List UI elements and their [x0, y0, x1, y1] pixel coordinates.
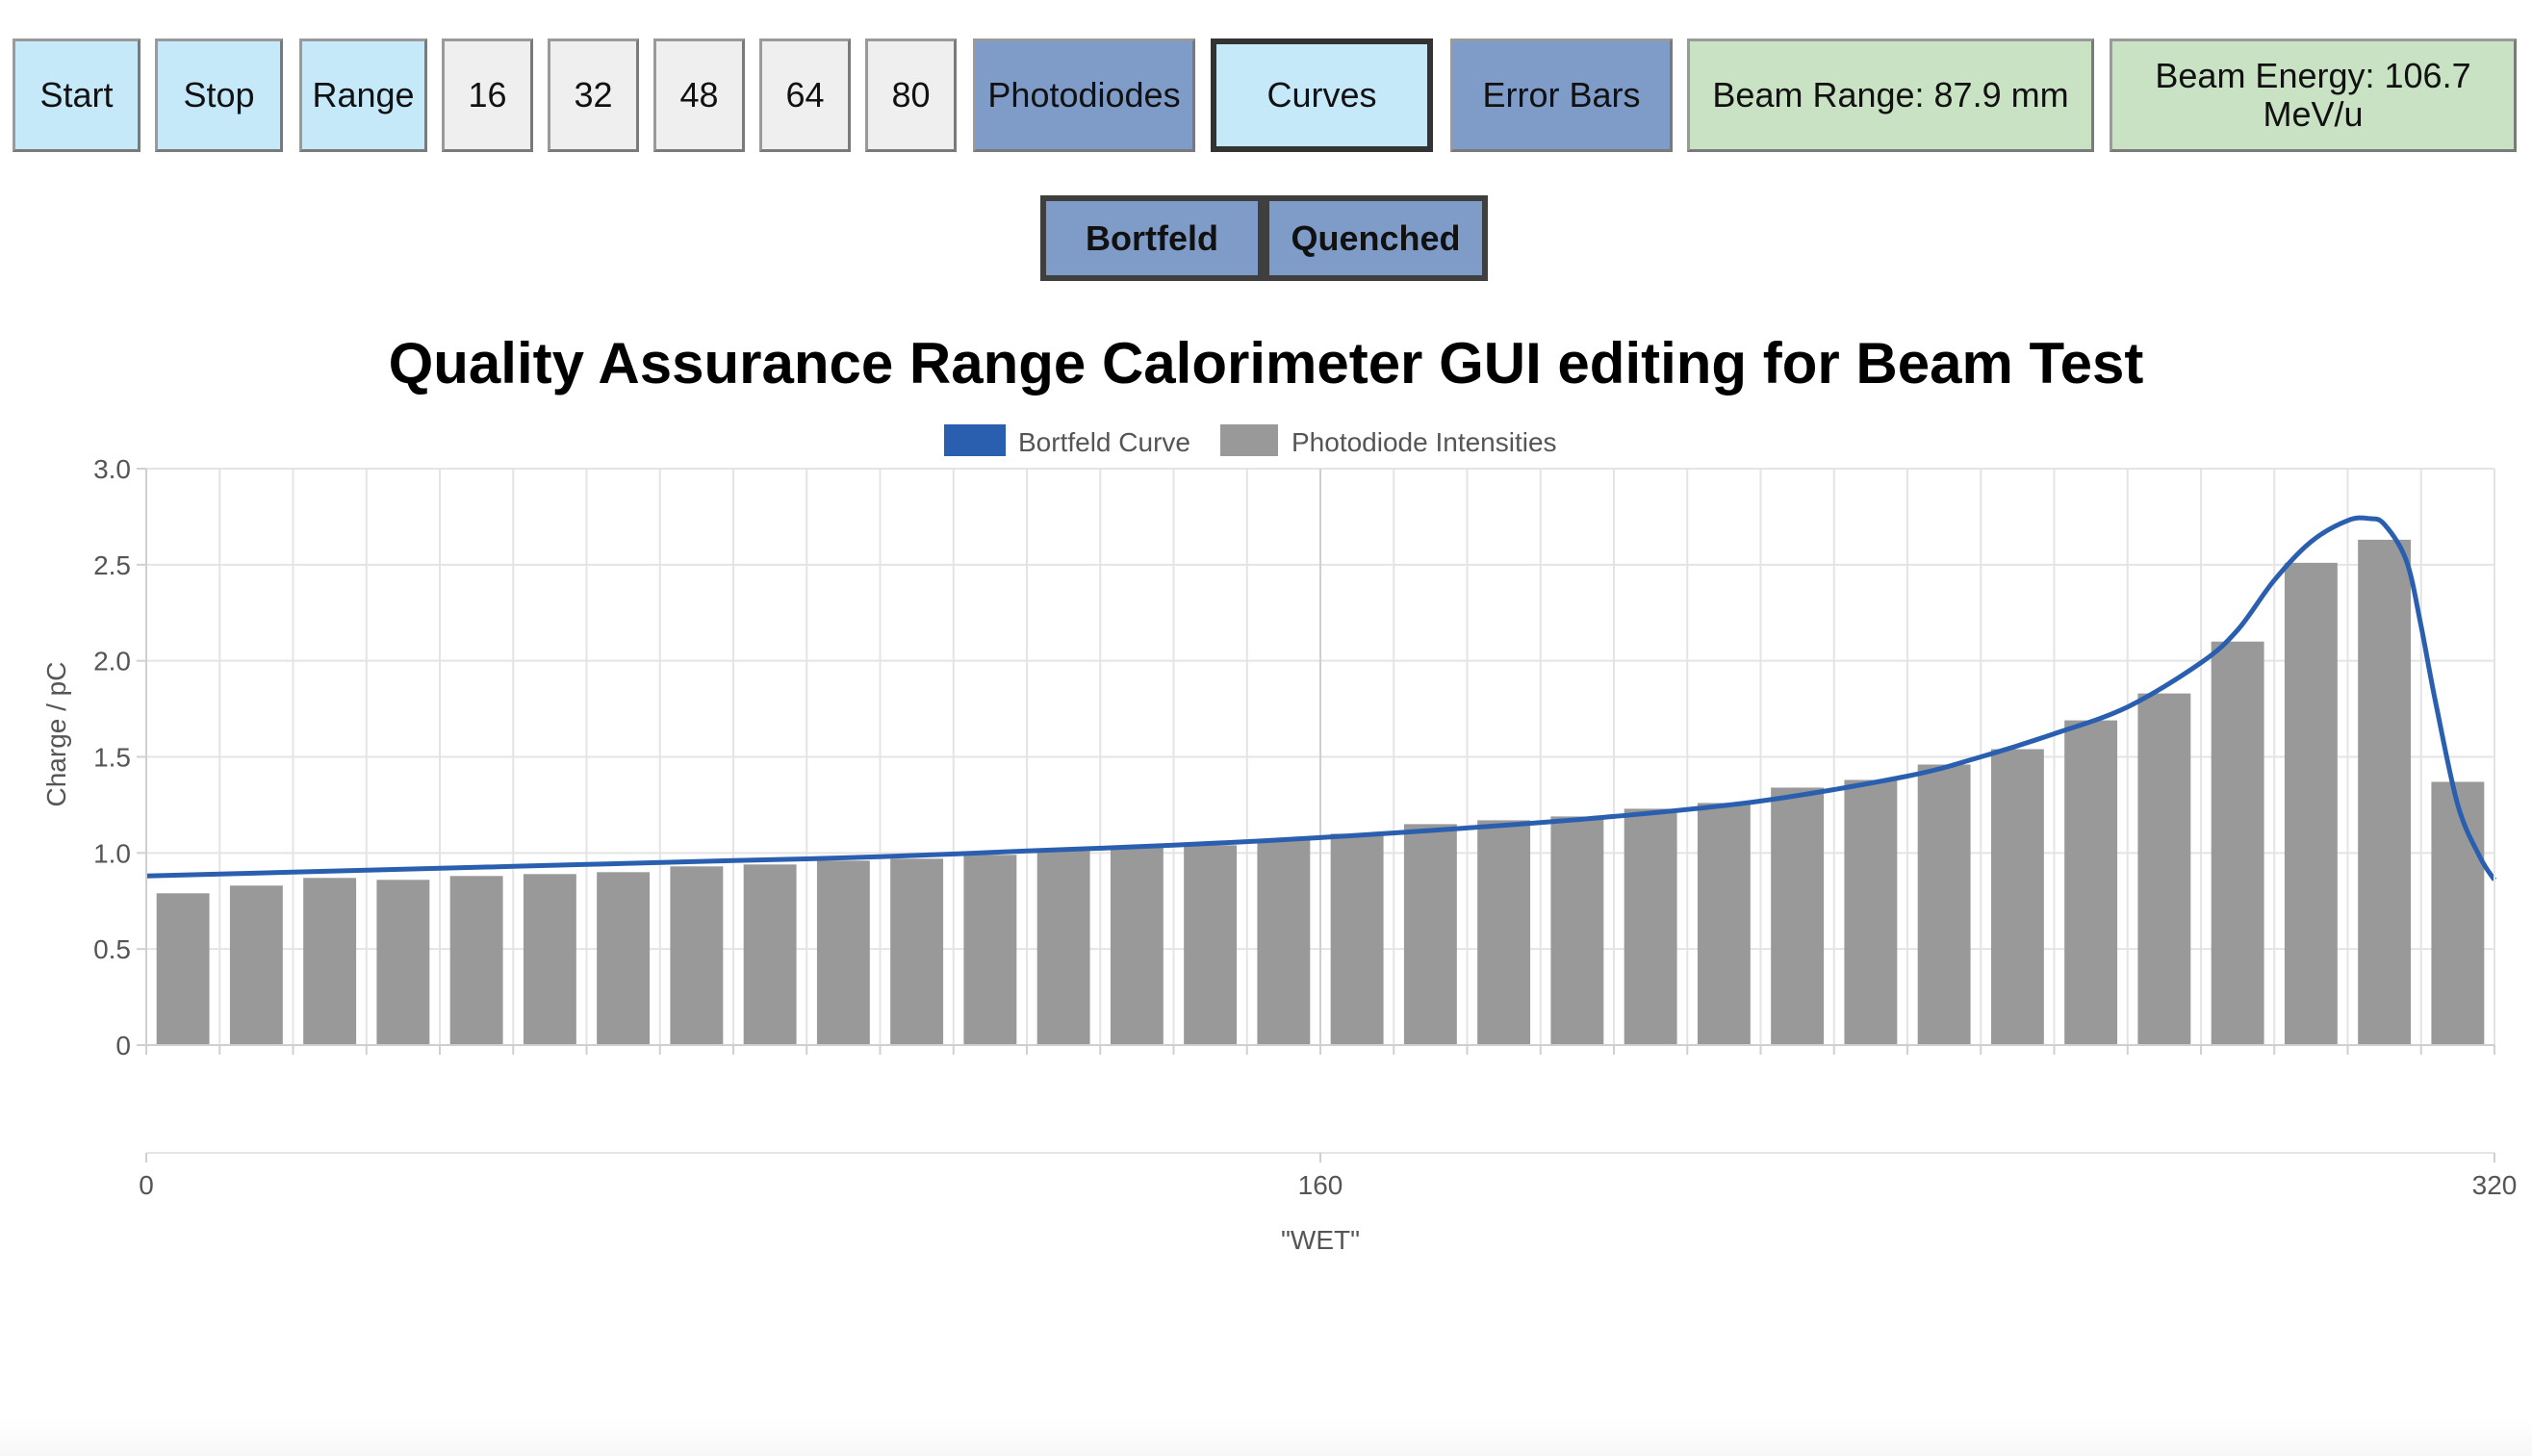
y-tick-label: 0.5 — [93, 934, 131, 964]
photodiode-bar — [303, 878, 357, 1045]
chart-legend: Bortfeld Curve Photodiode Intensities — [944, 424, 1557, 457]
x-tick-label: 320 — [2472, 1170, 2518, 1200]
x-tick-label: 160 — [1298, 1170, 1343, 1200]
quenched-button[interactable]: Quenched — [1264, 195, 1488, 281]
bortfeld-button[interactable]: Bortfeld — [1040, 195, 1264, 281]
x-tick-label: 0 — [139, 1170, 154, 1200]
photodiode-bar — [376, 880, 430, 1045]
page-bottom-edge — [0, 1418, 2532, 1456]
legend-label-photodiode[interactable]: Photodiode Intensities — [1292, 427, 1557, 457]
chart-axes: 0 0.5 1.0 1.5 2.0 2.5 3.0 0 160 320 — [93, 454, 2517, 1200]
photodiode-bar — [597, 872, 651, 1045]
stop-button[interactable]: Stop — [155, 38, 283, 152]
y-tick-label: 2.0 — [93, 647, 131, 677]
count-32-button[interactable]: 32 — [548, 38, 639, 152]
legend-swatch-bortfeld[interactable] — [944, 424, 1006, 456]
y-tick-label: 1.5 — [93, 743, 131, 773]
photodiode-bar — [2431, 781, 2485, 1045]
y-tick-label: 2.5 — [93, 550, 131, 580]
bortfeld-curve-line — [145, 515, 2497, 881]
bortfeld-curve-layer — [145, 515, 2497, 881]
beam-energy-display: Beam Energy: 106.7 MeV/u — [2110, 38, 2517, 152]
photodiode-bar — [523, 874, 576, 1045]
y-tick-label: 0 — [115, 1031, 131, 1060]
photodiode-bar — [2064, 720, 2118, 1045]
photodiode-bar — [2137, 693, 2191, 1045]
photodiode-bar — [1330, 833, 1384, 1045]
photodiode-bar — [1110, 847, 1164, 1045]
count-48-button[interactable]: 48 — [653, 38, 745, 152]
photodiode-bar — [816, 860, 870, 1045]
photodiode-bar — [1257, 839, 1311, 1045]
legend-swatch-photodiode[interactable] — [1220, 424, 1278, 456]
photodiode-bar — [1844, 779, 1898, 1045]
photodiode-bar — [2284, 562, 2338, 1045]
count-80-button[interactable]: 80 — [865, 38, 957, 152]
y-axis-label: Charge / pC — [41, 662, 71, 807]
photodiode-bar — [1477, 820, 1531, 1045]
error-bars-button[interactable]: Error Bars — [1450, 38, 1673, 152]
photodiodes-button[interactable]: Photodiodes — [973, 38, 1195, 152]
beam-range-display: Beam Range: 87.9 mm — [1687, 38, 2094, 152]
photodiode-bar — [1403, 824, 1457, 1045]
y-tick-label: 1.0 — [93, 838, 131, 868]
start-button[interactable]: Start — [13, 38, 141, 152]
photodiode-bar — [2211, 641, 2264, 1045]
count-64-button[interactable]: 64 — [759, 38, 851, 152]
x-axis-label: "WET" — [1281, 1225, 1360, 1255]
photodiode-bar — [156, 893, 210, 1045]
curves-button[interactable]: Curves — [1211, 38, 1433, 152]
photodiode-bar — [670, 866, 724, 1045]
photodiode-bar — [743, 864, 797, 1045]
photodiode-bars — [156, 539, 2485, 1045]
photodiode-bar — [1624, 808, 1677, 1045]
photodiode-bar — [1697, 803, 1751, 1045]
photodiode-bar — [963, 855, 1017, 1045]
range-button[interactable]: Range — [299, 38, 427, 152]
chart-title: Quality Assurance Range Calorimeter GUI … — [388, 331, 2144, 396]
y-tick-label: 3.0 — [93, 454, 131, 484]
photodiode-bar — [1184, 845, 1238, 1045]
photodiode-bar — [449, 876, 503, 1045]
bragg-peak-chart: 0 0.5 1.0 1.5 2.0 2.5 3.0 0 160 320 Bortfeld Curv… — [41, 424, 2517, 1255]
photodiode-bar — [1990, 749, 2044, 1045]
legend-label-bortfeld[interactable]: Bortfeld Curve — [1018, 427, 1190, 457]
photodiode-bar — [890, 858, 944, 1045]
photodiode-bar — [2358, 539, 2412, 1045]
photodiode-bar — [1550, 816, 1604, 1045]
photodiode-bar — [1917, 764, 1971, 1045]
count-16-button[interactable]: 16 — [442, 38, 533, 152]
photodiode-bar — [1036, 851, 1090, 1045]
photodiode-bar — [1771, 787, 1825, 1045]
photodiode-bar — [229, 885, 283, 1045]
